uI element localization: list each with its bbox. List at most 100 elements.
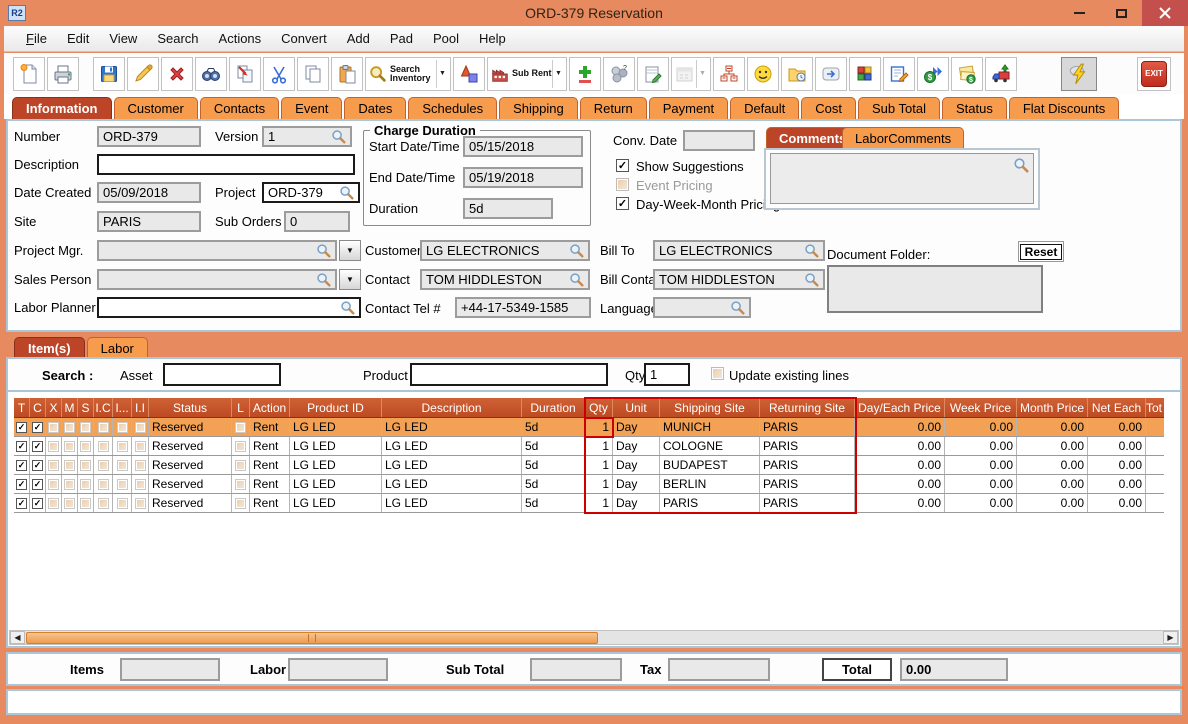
project-field[interactable]: ORD-379: [262, 182, 360, 203]
row-checkbox[interactable]: [134, 459, 146, 471]
row-checkbox[interactable]: [32, 440, 43, 452]
tab-return[interactable]: Return: [579, 97, 647, 119]
minimize-button[interactable]: [1058, 0, 1100, 26]
row-checkbox[interactable]: [80, 421, 91, 433]
copy-button[interactable]: [297, 56, 329, 91]
menu-view[interactable]: View: [109, 31, 138, 46]
tab-information[interactable]: Information: [12, 97, 112, 119]
row-checkbox[interactable]: [32, 497, 43, 509]
version-lookup-icon[interactable]: [331, 129, 346, 144]
conv-date-field[interactable]: [683, 130, 755, 151]
row-checkbox[interactable]: [97, 421, 109, 433]
menu-search[interactable]: Search: [157, 31, 199, 46]
comments-lookup-icon[interactable]: [1013, 157, 1029, 173]
version-field[interactable]: 1: [262, 126, 352, 147]
bill-to-lookup-icon[interactable]: [804, 243, 819, 258]
row-checkbox[interactable]: [48, 497, 59, 509]
sales-person-lookup-icon[interactable]: [316, 272, 331, 287]
menu-pool[interactable]: Pool: [432, 31, 460, 46]
row-checkbox[interactable]: [64, 421, 75, 433]
table-row[interactable]: Reserved Rent LG LED LG LED 5d 1 Day BUD…: [14, 456, 1164, 475]
sub-rent-button[interactable]: Sub Rent: [487, 56, 567, 91]
exit-button[interactable]: EXIT: [1137, 56, 1171, 91]
col-i2[interactable]: I...: [113, 398, 132, 417]
shortcut-key-button[interactable]: [815, 56, 847, 91]
row-checkbox[interactable]: [116, 440, 128, 452]
tab-sub-total[interactable]: Sub Total: [858, 97, 940, 119]
row-checkbox[interactable]: [48, 440, 59, 452]
sub-orders-field[interactable]: 0: [284, 211, 350, 232]
row-checkbox[interactable]: [48, 478, 59, 490]
cubes-button[interactable]: [849, 56, 881, 91]
row-checkbox[interactable]: [16, 421, 27, 433]
search-inventory-dropdown-icon[interactable]: [436, 59, 448, 88]
notepad-button[interactable]: [637, 56, 669, 91]
smiley-button[interactable]: [747, 56, 779, 91]
tab-comments[interactable]: Comments: [766, 127, 860, 148]
row-checkbox[interactable]: [32, 478, 43, 490]
end-date-field[interactable]: 05/19/2018: [463, 167, 583, 188]
menu-convert[interactable]: Convert: [281, 31, 327, 46]
tab-payment[interactable]: Payment: [648, 97, 729, 119]
tab-contacts[interactable]: Contacts: [199, 97, 280, 119]
tab-schedules[interactable]: Schedules: [408, 97, 498, 119]
menu-add[interactable]: Add: [346, 31, 370, 46]
maximize-button[interactable]: [1100, 0, 1142, 26]
group-query-button[interactable]: ?: [603, 56, 635, 91]
col-returning-site[interactable]: Returning Site: [760, 398, 855, 417]
tab-event[interactable]: Event: [281, 97, 343, 119]
row-checkbox[interactable]: [80, 497, 91, 509]
contact-tel-field[interactable]: +44-17-5349-1585: [455, 297, 591, 318]
row-checkbox[interactable]: [134, 421, 146, 433]
cut-button[interactable]: [263, 56, 295, 91]
row-checkbox[interactable]: [235, 421, 246, 433]
duration-field[interactable]: 5d: [463, 198, 553, 219]
language-lookup-icon[interactable]: [730, 300, 745, 315]
row-checkbox[interactable]: [134, 497, 146, 509]
col-action[interactable]: Action: [250, 398, 290, 417]
tab-flat-discounts[interactable]: Flat Discounts: [1008, 97, 1120, 119]
row-checkbox[interactable]: [116, 497, 128, 509]
menu-actions[interactable]: Actions: [218, 31, 262, 46]
col-m[interactable]: M: [62, 398, 78, 417]
scroll-right-icon[interactable]: [1163, 631, 1178, 644]
row-checkbox[interactable]: [116, 478, 128, 490]
col-tot[interactable]: Tot: [1146, 400, 1162, 415]
col-month-price[interactable]: Month Price: [1017, 398, 1088, 417]
row-checkbox[interactable]: [116, 459, 128, 471]
col-l[interactable]: L: [232, 398, 250, 417]
row-checkbox[interactable]: [80, 440, 91, 452]
document-folder-field[interactable]: [827, 265, 1043, 313]
bill-contact-lookup-icon[interactable]: [804, 272, 819, 287]
row-checkbox[interactable]: [48, 459, 59, 471]
reset-button[interactable]: Reset: [1018, 241, 1064, 262]
asset-input[interactable]: [163, 363, 281, 386]
col-t[interactable]: T: [14, 398, 30, 417]
menu-help[interactable]: Help: [479, 31, 506, 46]
product-input[interactable]: [410, 363, 608, 386]
col-description[interactable]: Description: [382, 398, 522, 417]
find-button[interactable]: [195, 56, 227, 91]
tab-cost[interactable]: Cost: [801, 97, 856, 119]
history-folder-button[interactable]: [781, 56, 813, 91]
day-week-month-checkbox[interactable]: [616, 197, 629, 210]
tab-shipping[interactable]: Shipping: [499, 97, 578, 119]
shapes-button[interactable]: [453, 56, 485, 91]
row-checkbox[interactable]: [97, 478, 109, 490]
row-checkbox[interactable]: [235, 478, 246, 490]
col-c[interactable]: C: [30, 398, 46, 417]
date-created-field[interactable]: 05/09/2018: [97, 182, 201, 203]
save-button[interactable]: [93, 56, 125, 91]
row-checkbox[interactable]: [80, 478, 91, 490]
quick-action-button[interactable]: [1061, 56, 1097, 91]
tab-labor-comments[interactable]: LaborComments: [842, 127, 965, 148]
contact-field[interactable]: TOM HIDDLESTON: [420, 269, 590, 290]
table-row[interactable]: Reserved Rent LG LED LG LED 5d 1 Day PAR…: [14, 494, 1164, 513]
row-checkbox[interactable]: [134, 440, 146, 452]
horizontal-scrollbar[interactable]: [9, 630, 1179, 645]
table-row[interactable]: Reserved Rent LG LED LG LED 5d 1 Day COL…: [14, 437, 1164, 456]
customer-lookup-icon[interactable]: [569, 243, 584, 258]
notes-edit-button[interactable]: [883, 56, 915, 91]
row-checkbox[interactable]: [64, 478, 75, 490]
new-document-button[interactable]: [13, 56, 45, 91]
